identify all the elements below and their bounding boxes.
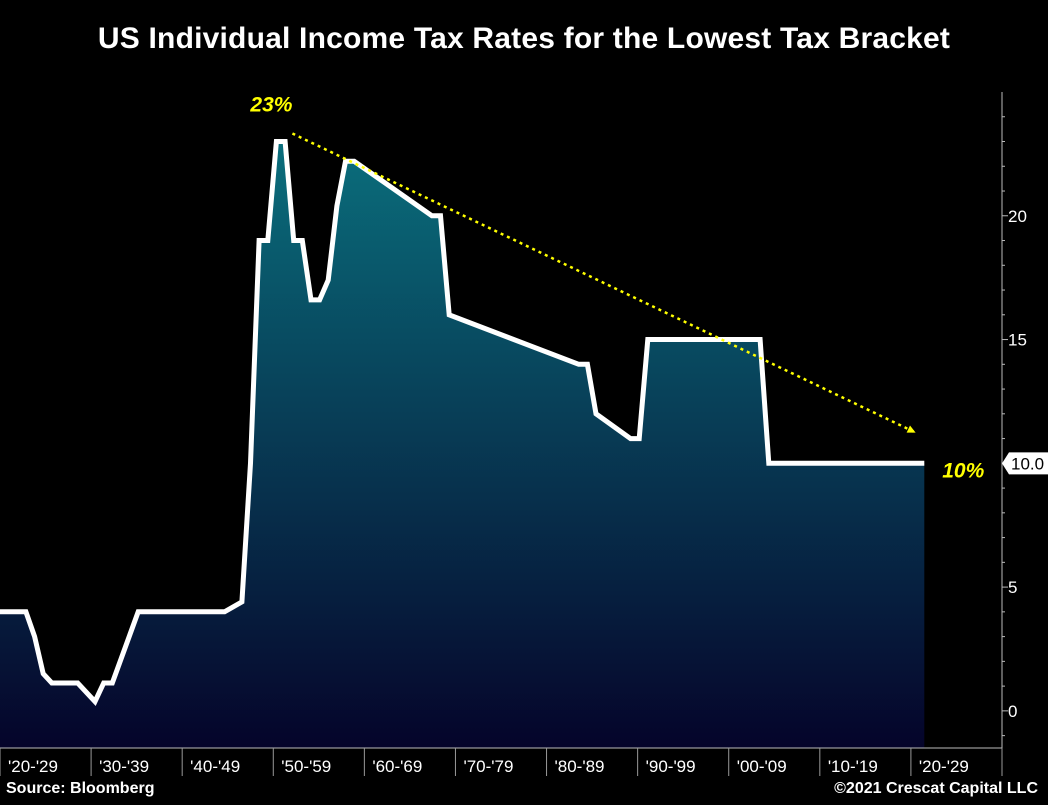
annotation-10: 10%	[942, 459, 984, 482]
trend-arrow-head	[906, 425, 916, 433]
copyright-label: ©2021 Crescat Capital LLC	[834, 780, 1038, 797]
trend-line	[291, 132, 917, 434]
x-tick-label: '20-'29	[919, 757, 969, 776]
x-tick-label: '90-'99	[646, 757, 696, 776]
y-tick-label: 0	[1008, 702, 1017, 721]
last-value-tag	[1002, 452, 1048, 475]
series-line	[0, 139, 925, 707]
x-tick-label: '40-'49	[190, 757, 240, 776]
source-label: Source: Bloomberg	[6, 780, 155, 797]
x-tick-label: '50-'59	[281, 757, 331, 776]
series-area	[0, 141, 925, 748]
x-tick-label: '30-'39	[99, 757, 149, 776]
annotation-23: 23%	[249, 94, 292, 117]
last-value-label: 10.0	[1011, 454, 1044, 473]
y-tick-label: 20	[1008, 207, 1027, 226]
x-tick-label: '20-'29	[8, 757, 58, 776]
x-tick-label: '60-'69	[372, 757, 422, 776]
x-tick-label: '00-'09	[737, 757, 787, 776]
x-tick-label: '80-'89	[555, 757, 605, 776]
y-tick-label: 5	[1008, 578, 1017, 597]
x-tick-label: '70-'79	[463, 757, 513, 776]
chart-title: US Individual Income Tax Rates for the L…	[97, 22, 951, 55]
x-tick-label: '10-'19	[828, 757, 878, 776]
y-tick-label: 15	[1008, 331, 1027, 350]
